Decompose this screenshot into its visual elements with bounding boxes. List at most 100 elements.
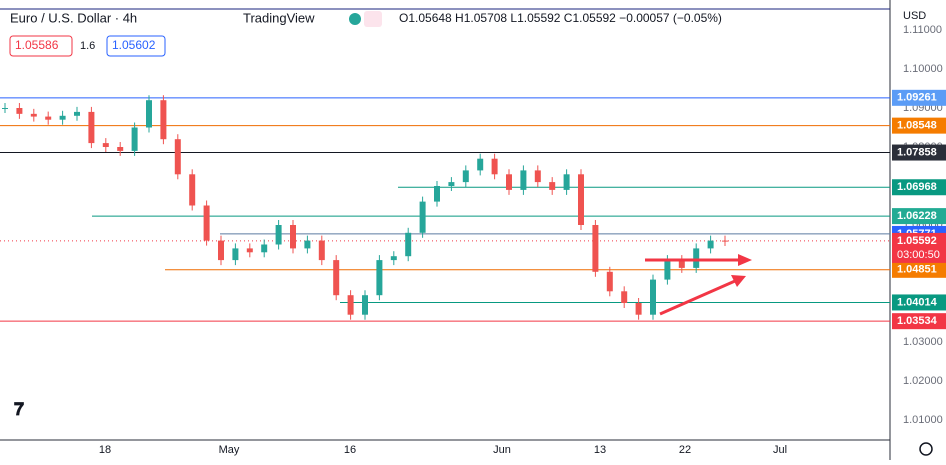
settings-icon[interactable] — [919, 442, 933, 456]
candle — [16, 108, 23, 114]
brand: TradingView — [243, 10, 315, 25]
level-label: 1.08548 — [897, 120, 937, 132]
level-badge — [892, 313, 946, 330]
status-badge — [364, 11, 382, 27]
candle — [146, 100, 152, 128]
level-badge — [892, 261, 946, 278]
tv-logo: 𝟕 — [14, 399, 24, 419]
level-label: 1.04851 — [897, 264, 937, 276]
candle — [592, 225, 599, 272]
currency[interactable]: USD — [903, 10, 926, 22]
candle — [2, 108, 8, 109]
candle — [578, 174, 584, 225]
candle — [448, 182, 455, 186]
plot — [0, 95, 890, 322]
candle — [74, 111, 80, 116]
candle — [290, 225, 296, 249]
price-tick-label: 1.11000 — [903, 24, 942, 36]
time-tick-label: 22 — [679, 444, 691, 456]
level-badge — [892, 144, 946, 161]
candle — [333, 260, 340, 296]
candle — [30, 113, 37, 117]
candle — [405, 232, 412, 257]
candle — [117, 147, 124, 151]
candle — [218, 240, 224, 261]
status-dot — [349, 13, 361, 25]
candle — [693, 248, 700, 268]
level-badge — [892, 89, 946, 106]
candle — [650, 279, 656, 315]
candle — [563, 174, 570, 190]
time-tick-label: Jun — [493, 444, 511, 456]
level-label: 1.09261 — [897, 92, 937, 104]
candle — [189, 174, 196, 206]
candle — [549, 182, 556, 190]
arrow-head — [738, 254, 752, 266]
level-badge — [892, 179, 946, 196]
candle — [275, 225, 282, 245]
candle — [722, 240, 728, 242]
candle — [621, 291, 628, 303]
candle — [390, 256, 397, 261]
candle — [419, 201, 426, 233]
candle — [477, 158, 484, 171]
level-badge — [892, 294, 946, 311]
arrow-rising — [659, 279, 736, 316]
time-tick-label: 13 — [594, 444, 606, 456]
price-tick-label: 1.02000 — [903, 375, 943, 387]
level-badge — [892, 117, 946, 134]
level-label: 1.06968 — [897, 181, 937, 193]
price-tick-label: 1.03000 — [903, 336, 943, 348]
time-tick-label: 18 — [99, 444, 111, 456]
candle — [707, 240, 714, 249]
candle — [462, 170, 469, 183]
time-tick-label: Jul — [773, 444, 787, 456]
candle — [261, 244, 268, 253]
candle — [606, 271, 613, 292]
candle — [347, 295, 354, 315]
candle — [102, 143, 109, 147]
candle — [246, 248, 253, 253]
level-label: 1.03534 — [897, 315, 938, 327]
candle — [318, 240, 325, 261]
candle — [203, 205, 210, 241]
bid: 1.05586 — [15, 38, 59, 52]
arrow-head — [731, 275, 746, 287]
candle — [664, 260, 671, 280]
price-tick-label: 1.01000 — [903, 414, 943, 426]
ask-box[interactable] — [106, 35, 166, 57]
candle — [59, 115, 66, 120]
price-tick-label: 1.10000 — [903, 63, 943, 75]
ask: 1.05602 — [112, 38, 156, 52]
current-badge — [892, 232, 946, 263]
candle — [131, 127, 138, 151]
candle — [362, 295, 368, 315]
level-label: 1.06228 — [897, 210, 937, 222]
countdown: 03:00:50 — [897, 249, 940, 261]
candle — [434, 186, 440, 202]
candle — [376, 260, 383, 296]
current-price: 1.05592 — [897, 235, 937, 247]
level-label: 1.07858 — [897, 146, 937, 158]
candle — [232, 248, 239, 261]
candle — [160, 100, 167, 140]
bid-box[interactable] — [9, 35, 73, 57]
candle — [506, 174, 512, 190]
candle — [304, 240, 311, 249]
candle — [88, 111, 95, 144]
candle — [174, 139, 181, 175]
symbol: Euro / U.S. Dollar · 4h — [10, 10, 137, 25]
candle — [678, 260, 685, 268]
spread: 1.6 — [80, 40, 95, 52]
candle — [534, 170, 541, 183]
level-badge — [892, 208, 946, 225]
level-label: 1.04014 — [897, 296, 938, 308]
candle — [635, 303, 642, 315]
time-tick-label: 16 — [344, 444, 356, 456]
ohlc: O1.05648 H1.05708 L1.05592 C1.05592 −0.0… — [399, 11, 722, 25]
candle — [520, 170, 527, 190]
time-tick-label: May — [219, 444, 240, 456]
candle — [45, 116, 52, 120]
